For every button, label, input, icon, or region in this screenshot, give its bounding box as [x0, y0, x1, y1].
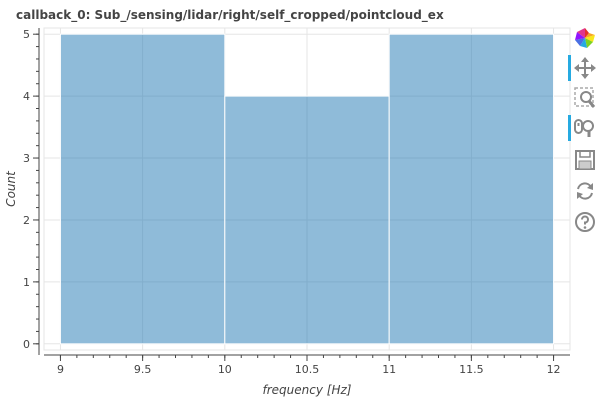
bokeh-logo [568, 24, 600, 50]
histogram-bar-0 [59, 33, 226, 345]
x-tick-label: 9.5 [134, 363, 152, 376]
y-tick-label: 5 [23, 28, 30, 41]
save-tool[interactable] [568, 146, 600, 172]
histogram-bar-1 [224, 95, 390, 345]
histogram-bar-2 [388, 33, 555, 345]
y-tick-label: 2 [23, 214, 30, 227]
help-tool-icon [575, 212, 595, 232]
pan-tool[interactable] [568, 54, 600, 81]
box-zoom-tool-icon [574, 87, 596, 108]
wheel-zoom-tool[interactable] [568, 114, 600, 141]
bokeh-logo-icon [575, 28, 595, 48]
y-axis-label: Count [4, 170, 18, 207]
chart-title: callback_0: Sub_/sensing/lidar/right/sel… [16, 8, 444, 22]
wheel-zoom-tool-icon [574, 119, 594, 137]
reset-tool[interactable] [568, 177, 600, 203]
help-tool[interactable] [568, 208, 600, 234]
x-axis-label: frequency [Hz] [263, 383, 352, 397]
x-tick-label: 11.5 [459, 363, 484, 376]
y-tick-label: 1 [23, 276, 30, 289]
y-tick-label: 4 [23, 90, 30, 103]
x-tick-label: 10.5 [295, 363, 320, 376]
x-tick-label: 10 [218, 363, 232, 376]
save-tool-icon [575, 150, 595, 170]
x-tick-label: 11 [382, 363, 396, 376]
active-indicator [568, 115, 571, 141]
y-tick-label: 0 [23, 338, 30, 351]
y-tick-label: 3 [23, 152, 30, 165]
pan-tool-icon [574, 57, 596, 79]
x-tick-label: 12 [547, 363, 561, 376]
x-tick-label: 9 [57, 363, 64, 376]
active-indicator [568, 55, 571, 81]
box-zoom-tool[interactable] [568, 84, 600, 110]
reset-tool-icon [577, 182, 593, 200]
